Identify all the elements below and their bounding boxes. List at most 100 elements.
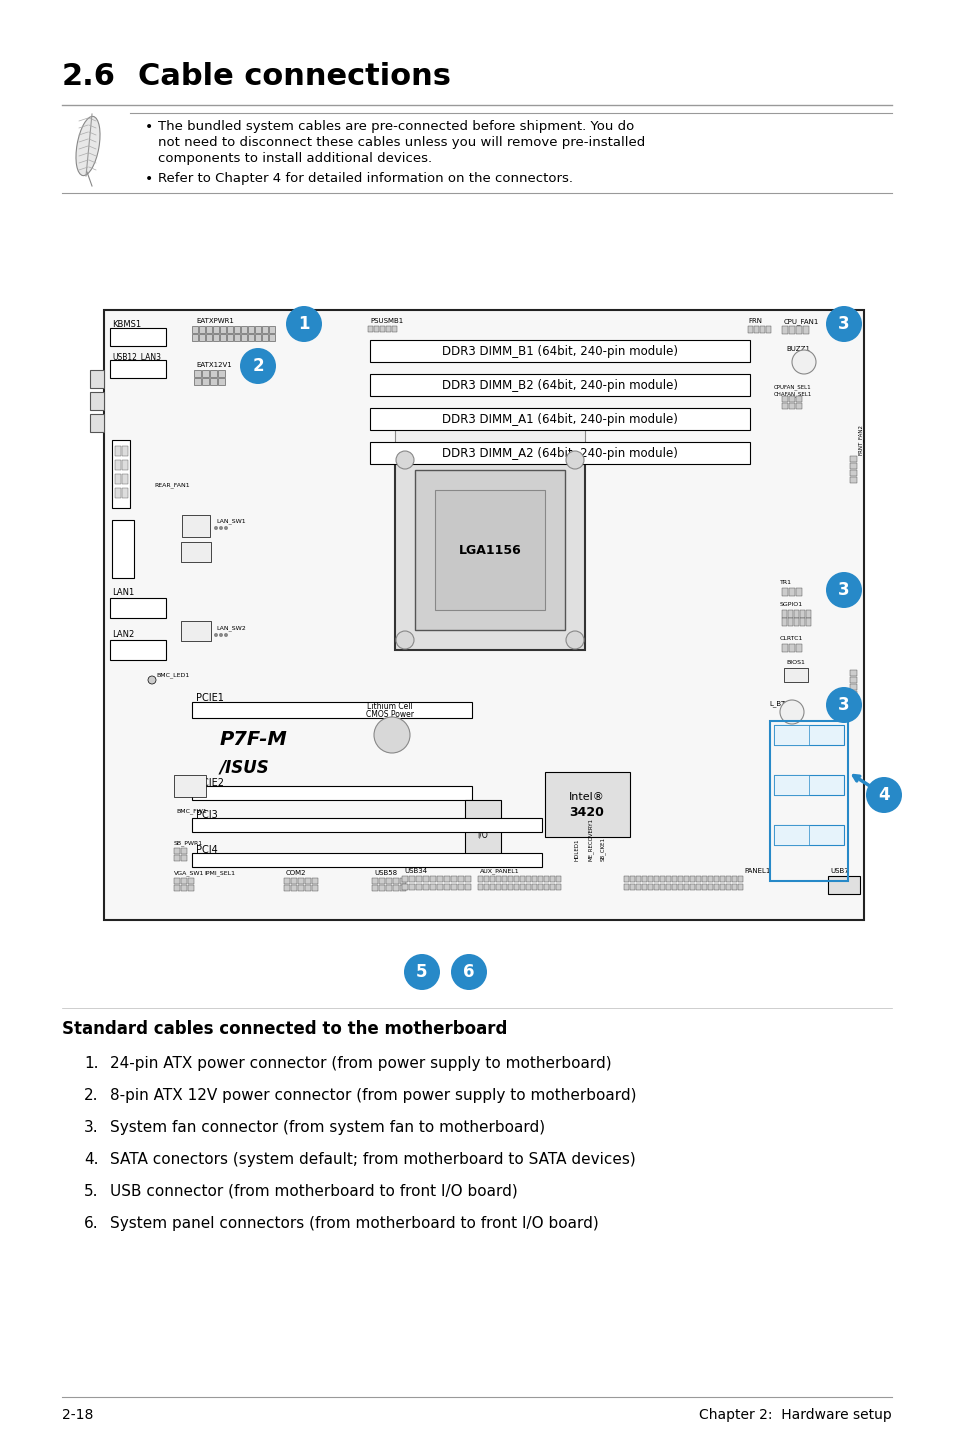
Bar [671,884,677,890]
Bar [372,884,377,892]
Bar [725,884,730,890]
Text: 8-pin ATX 12V power connector (from power supply to motherboard): 8-pin ATX 12V power connector (from powe… [110,1089,636,1103]
Text: BIOS1: BIOS1 [785,660,804,664]
Bar [241,326,247,334]
Text: PCIE1: PCIE1 [195,693,224,703]
Bar [248,334,253,341]
Text: CLRTC1: CLRTC1 [780,636,802,641]
Bar [173,775,206,797]
Bar [401,884,408,890]
Bar [115,475,121,485]
Bar [849,470,856,476]
Bar [738,884,742,890]
Bar [760,326,764,334]
Bar [305,879,311,884]
Bar [393,884,398,892]
Bar [519,876,524,881]
Bar [409,884,415,890]
Circle shape [395,452,414,469]
Text: DDR3 DIMM_A1 (64bit, 240-pin module): DDR3 DIMM_A1 (64bit, 240-pin module) [441,413,678,426]
Text: Cable connections: Cable connections [138,62,451,91]
Text: USB connector (from motherboard to front I/O board): USB connector (from motherboard to front… [110,1183,517,1199]
Text: Standard cables connected to the motherboard: Standard cables connected to the motherb… [62,1020,507,1038]
Bar [788,395,794,403]
Bar [378,879,385,884]
Text: VGA1: VGA1 [122,528,131,548]
Text: VGA_SW1: VGA_SW1 [173,870,204,876]
Bar [284,879,290,884]
Bar [787,618,792,626]
Bar [701,876,706,881]
Bar [451,876,456,881]
Bar [210,378,216,385]
Text: components to install additional devices.: components to install additional devices… [158,152,432,165]
Text: 6.: 6. [84,1217,98,1231]
Bar [543,884,548,890]
Bar [629,876,635,881]
Bar [765,326,770,334]
Bar [416,876,421,881]
Bar [370,408,749,430]
Circle shape [565,631,583,649]
Text: P7F-M: P7F-M [220,731,288,749]
Bar [659,884,664,890]
Bar [218,378,225,385]
Text: PANEL1: PANEL1 [743,869,770,874]
Text: PCI4: PCI4 [195,846,217,856]
Text: BMC_FW1: BMC_FW1 [175,808,207,814]
Bar [254,326,261,334]
Bar [192,787,472,800]
Text: CHAFAN_SEL1: CHAFAN_SEL1 [773,391,811,397]
Bar [392,326,396,332]
Bar [556,876,560,881]
Bar [227,326,233,334]
Text: •: • [145,173,153,186]
Bar [783,669,807,682]
Bar [269,334,274,341]
Bar [401,876,408,881]
Text: KBMS1: KBMS1 [112,321,141,329]
Bar [519,884,524,890]
Text: LAN_SW1: LAN_SW1 [215,518,245,523]
Bar [181,848,187,854]
Bar [284,884,290,892]
Bar [720,876,724,881]
Bar [181,856,187,861]
Text: 5: 5 [416,963,427,981]
Text: SB_PWR1: SB_PWR1 [173,840,203,846]
Text: Super: Super [472,820,494,828]
Bar [496,876,500,881]
Ellipse shape [76,116,100,175]
Text: 6: 6 [463,963,475,981]
Bar [90,370,104,388]
Bar [544,772,629,837]
Bar [532,884,537,890]
Bar [192,853,541,867]
Bar [665,884,670,890]
Bar [788,588,794,595]
Bar [537,876,542,881]
Circle shape [865,777,901,812]
Bar [477,884,482,890]
Bar [436,884,442,890]
Text: 8201N: 8201N [184,525,207,531]
Text: DDR3 DIMM_B2 (64bit, 240-pin module): DDR3 DIMM_B2 (64bit, 240-pin module) [441,378,678,391]
Bar [430,876,436,881]
Bar [233,334,240,341]
Bar [422,876,429,881]
Bar [747,326,752,334]
Text: PCI3: PCI3 [195,810,217,820]
Text: L_BTN1: L_BTN1 [768,700,794,706]
Bar [181,884,187,892]
Bar [849,692,856,697]
Text: Refer to Chapter 4 for detailed information on the connectors.: Refer to Chapter 4 for detailed informat… [158,173,573,186]
Text: Intel®: Intel® [569,792,604,802]
Text: SATA2: SATA2 [779,731,801,739]
Bar [793,618,799,626]
Bar [689,876,695,881]
Bar [827,876,859,894]
Bar [623,876,628,881]
Text: LAN1: LAN1 [112,588,134,597]
Text: System panel connectors (from motherboard to front I/O board): System panel connectors (from motherboar… [110,1217,598,1231]
Bar [422,884,429,890]
